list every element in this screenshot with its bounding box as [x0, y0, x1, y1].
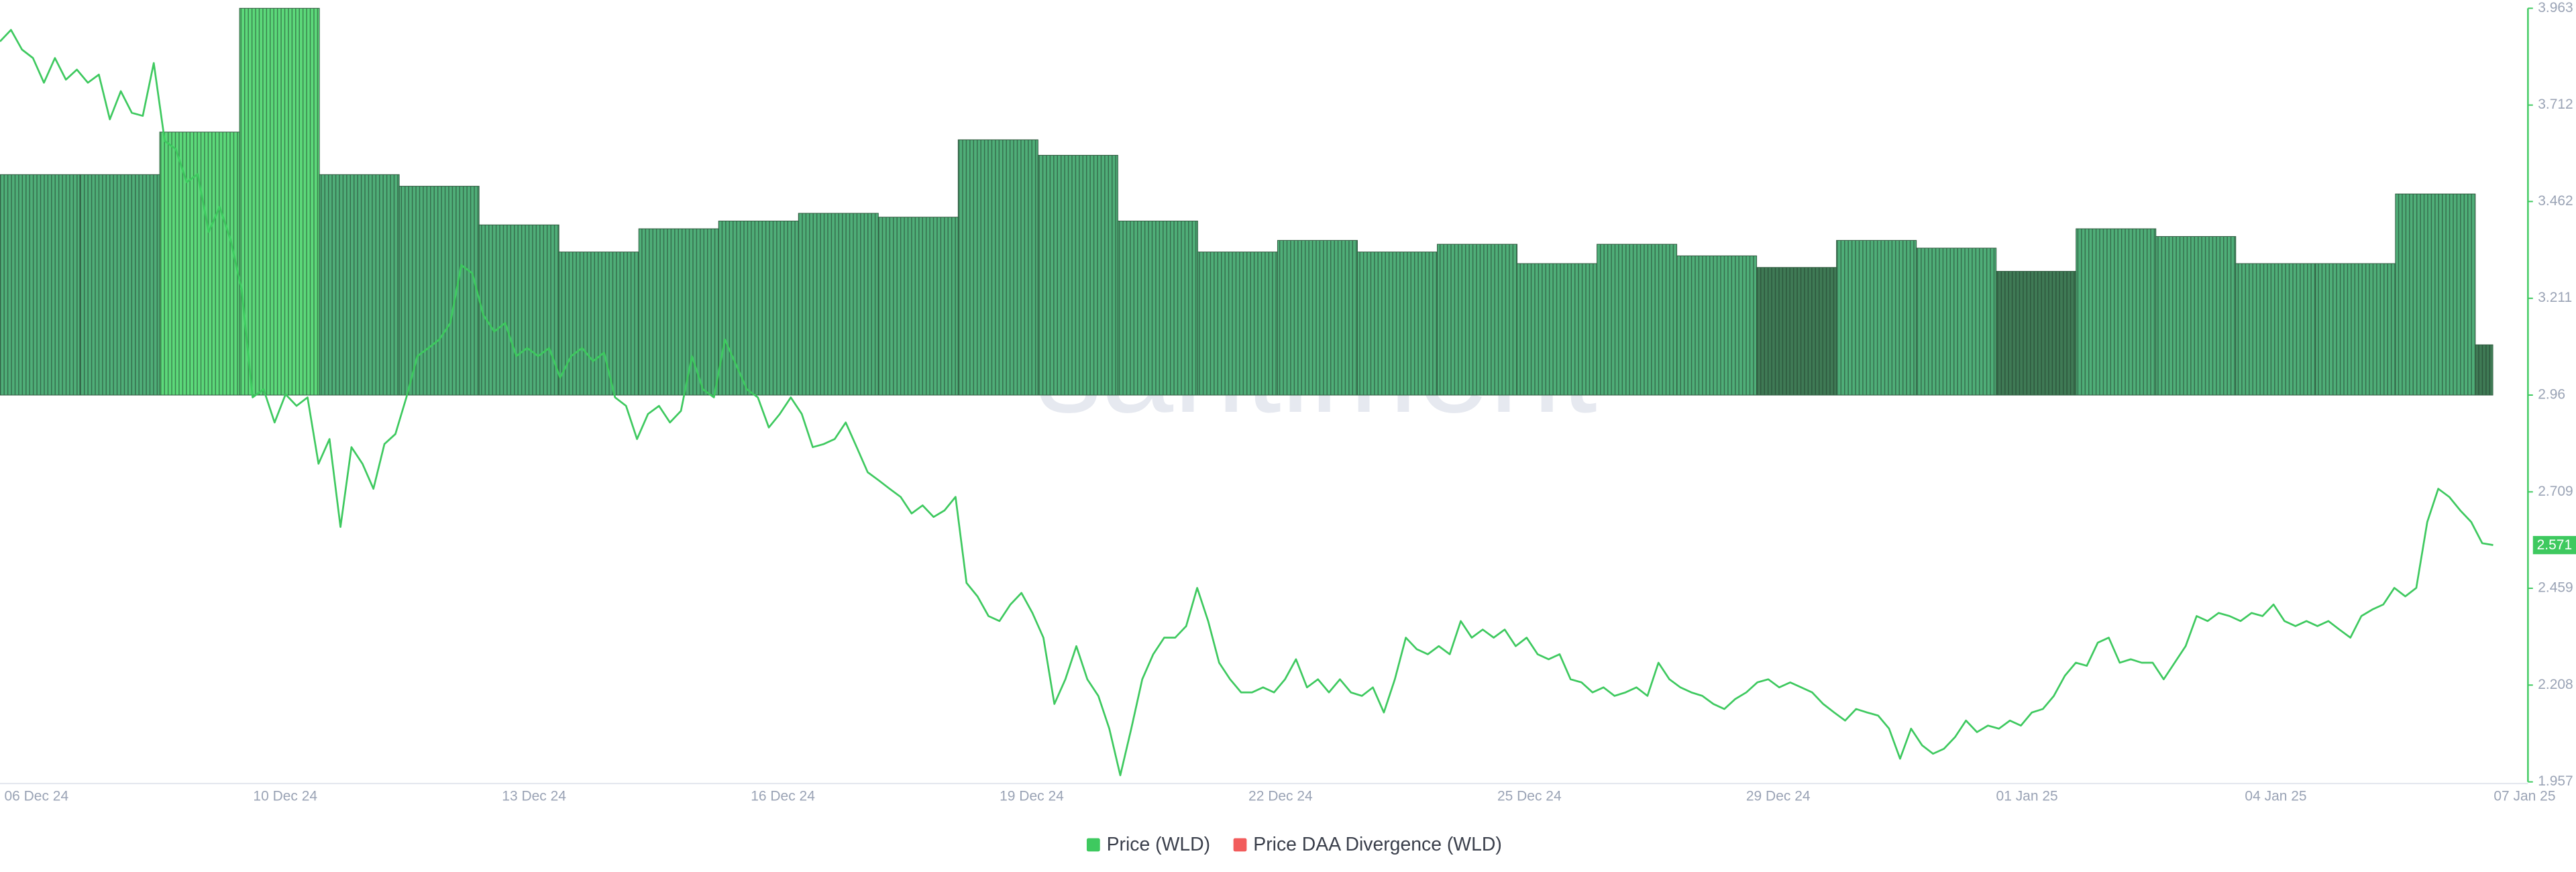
- bar: [1836, 239, 1917, 396]
- bar: [398, 186, 480, 396]
- x-tick-label: 29 Dec 24: [1746, 788, 1811, 804]
- y-tick-label: 2.96: [2538, 387, 2565, 402]
- bar: [319, 174, 400, 396]
- legend-swatch: [1086, 838, 1100, 852]
- x-tick-label: 22 Dec 24: [1248, 788, 1313, 804]
- price-badge-label: 2.571: [2537, 537, 2573, 553]
- x-tick-label: 25 Dec 24: [1497, 788, 1562, 804]
- bar: [1037, 154, 1118, 396]
- x-tick-label: 01 Jan 25: [1996, 788, 2058, 804]
- bar: [478, 224, 559, 396]
- legend: Price (WLD) Price DAA Divergence (WLD): [1086, 834, 1502, 855]
- bar: [877, 217, 959, 396]
- bar: [638, 228, 719, 396]
- legend-label: Price (WLD): [1107, 834, 1210, 855]
- bar: [2395, 193, 2476, 396]
- bar: [558, 252, 639, 396]
- bar: [1356, 252, 1438, 396]
- bar: [1996, 270, 2077, 396]
- x-tick-label: 06 Dec 24: [4, 788, 68, 804]
- y-tick-label: 3.712: [2538, 97, 2573, 112]
- x-tick-label: 16 Dec 24: [751, 788, 815, 804]
- bar: [1117, 221, 1198, 396]
- y-tick-label: 3.963: [2538, 0, 2573, 15]
- line-layer: [0, 29, 2493, 777]
- bar: [1437, 243, 1518, 396]
- bar: [1916, 248, 1997, 396]
- x-tick-label: 13 Dec 24: [502, 788, 566, 804]
- bar: [798, 213, 879, 396]
- y-tick-label: 3.462: [2538, 193, 2573, 209]
- y-tick-label: 1.957: [2538, 773, 2573, 789]
- bar: [1597, 243, 1678, 396]
- bar: [239, 7, 320, 396]
- bar: [1676, 255, 1758, 396]
- bar: [79, 174, 160, 396]
- x-tick-label: 04 Jan 25: [2245, 788, 2306, 804]
- bar: [1756, 267, 1837, 396]
- legend-label: Price DAA Divergence (WLD): [1253, 834, 1502, 855]
- y-tick-label: 2.709: [2538, 484, 2573, 499]
- y-tick-label: 2.459: [2538, 580, 2573, 596]
- bar: [2076, 228, 2157, 396]
- bar: [2155, 236, 2237, 396]
- bar: [1517, 263, 1598, 396]
- price-badge: [2532, 536, 2576, 555]
- bar: [159, 131, 240, 396]
- bar: [1197, 252, 1278, 396]
- bar-layer: [0, 7, 2493, 396]
- x-tick-label: 19 Dec 24: [1000, 788, 1064, 804]
- x-tick-label: 10 Dec 24: [253, 788, 317, 804]
- legend-swatch: [1233, 838, 1247, 852]
- bar: [2235, 263, 2316, 396]
- bar: [0, 174, 80, 396]
- axes: 1.957 2.208 2.459 2.709 2.96 3.211 3.462 3.712 3…: [0, 0, 2576, 804]
- bar: [718, 221, 799, 396]
- y-tick-label: 3.211: [2538, 290, 2572, 305]
- bar: [2475, 344, 2493, 396]
- bar: [957, 139, 1038, 396]
- price-line: [0, 29, 2493, 777]
- bar: [2315, 263, 2396, 396]
- bar: [1277, 239, 1358, 396]
- x-tick-label: 07 Jan 25: [2493, 788, 2555, 804]
- y-tick-label: 2.208: [2538, 677, 2573, 692]
